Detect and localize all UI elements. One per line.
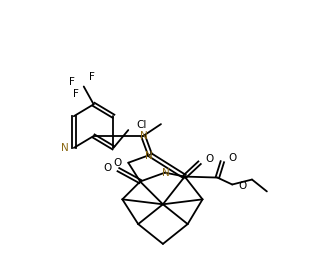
Text: Cl: Cl: [136, 120, 146, 130]
Text: O: O: [238, 181, 246, 191]
Text: F: F: [73, 89, 79, 100]
Text: N: N: [61, 143, 69, 153]
Text: N: N: [140, 131, 148, 141]
Text: O: O: [113, 158, 121, 168]
Text: O: O: [206, 154, 214, 164]
Text: N: N: [145, 151, 153, 161]
Text: O: O: [228, 153, 237, 163]
Text: N: N: [162, 168, 170, 178]
Text: F: F: [69, 76, 75, 86]
Text: F: F: [89, 72, 95, 82]
Text: O: O: [103, 163, 111, 173]
